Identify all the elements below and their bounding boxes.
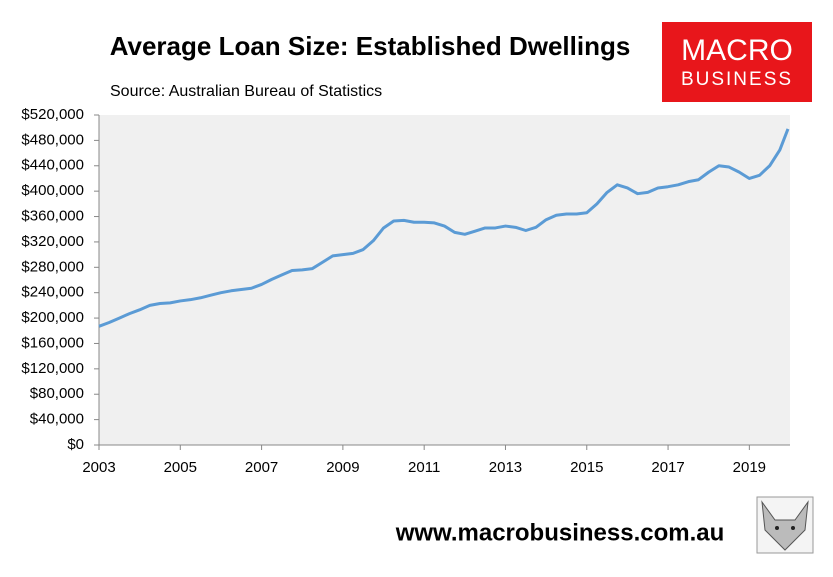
wolf-icon bbox=[756, 496, 814, 554]
y-tick-label: $480,000 bbox=[21, 131, 84, 148]
y-tick-label: $160,000 bbox=[21, 334, 84, 351]
chart-title: Average Loan Size: Established Dwellings bbox=[110, 31, 631, 61]
x-tick-label: 2019 bbox=[733, 459, 766, 476]
data-line bbox=[98, 128, 790, 328]
footer-url: www.macrobusiness.com.au bbox=[395, 519, 725, 546]
x-tick-label: 2017 bbox=[651, 459, 684, 476]
y-tick-label: $440,000 bbox=[21, 157, 84, 174]
chart-subtitle: Source: Australian Bureau of Statistics bbox=[110, 83, 382, 100]
y-tick-label: $360,000 bbox=[21, 208, 84, 225]
y-tick-label: $320,000 bbox=[21, 233, 84, 250]
logo-box bbox=[662, 22, 812, 102]
y-tick-label: $240,000 bbox=[21, 284, 84, 301]
x-tick-label: 2011 bbox=[408, 459, 440, 476]
logo-text: MACRO bbox=[681, 34, 793, 67]
logo-text: BUSINESS bbox=[681, 69, 793, 90]
y-tick-label: $120,000 bbox=[21, 360, 84, 377]
y-tick-label: $40,000 bbox=[30, 411, 84, 428]
y-tick-label: $200,000 bbox=[21, 309, 84, 326]
x-tick-label: 2013 bbox=[489, 459, 522, 476]
x-tick-label: 2015 bbox=[570, 459, 603, 476]
y-tick-label: $80,000 bbox=[30, 385, 84, 402]
y-tick-label: $0 bbox=[67, 436, 84, 453]
y-tick-label: $280,000 bbox=[21, 258, 84, 275]
plot-background bbox=[99, 115, 790, 445]
y-tick-label: $520,000 bbox=[21, 106, 84, 123]
x-tick-label: 2005 bbox=[164, 459, 197, 476]
x-tick-label: 2003 bbox=[82, 459, 115, 476]
y-tick-label: $400,000 bbox=[21, 182, 84, 199]
x-tick-label: 2009 bbox=[326, 459, 359, 476]
x-tick-label: 2007 bbox=[245, 459, 278, 476]
